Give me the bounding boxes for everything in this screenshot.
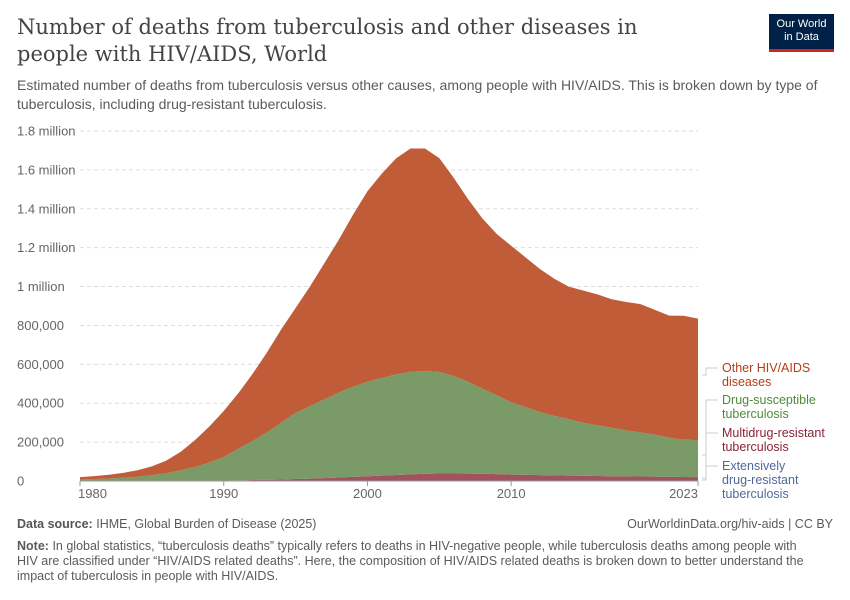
legend-connector bbox=[702, 465, 718, 481]
chart-title: Number of deaths from tuberculosis and o… bbox=[17, 15, 638, 66]
legend-connector bbox=[702, 367, 718, 376]
note-label: Note: bbox=[17, 539, 49, 553]
chart-subtitle: Estimated number of deaths from tubercul… bbox=[17, 77, 818, 112]
y-tick-label: 200,000 bbox=[17, 435, 64, 450]
note-text: In global statistics, “tuberculosis deat… bbox=[17, 539, 804, 583]
area-series-2 bbox=[80, 370, 698, 481]
x-tick-label: 2010 bbox=[497, 486, 526, 501]
note: Note: In global statistics, “tuberculosi… bbox=[17, 539, 817, 584]
x-tick-label: 2000 bbox=[353, 486, 382, 501]
y-tick-label: 1 million bbox=[17, 279, 65, 294]
x-tick-label: 1980 bbox=[78, 486, 107, 501]
legend-label: drug-resistant bbox=[722, 473, 799, 487]
logo-line1: Our World bbox=[776, 18, 827, 30]
legend-label: tuberculosis bbox=[722, 440, 789, 454]
x-tick-label: 1990 bbox=[209, 486, 238, 501]
legend-label: tuberculosis bbox=[722, 487, 789, 501]
y-tick-label: 800,000 bbox=[17, 318, 64, 333]
source-label: Data source: bbox=[17, 517, 93, 531]
owid-logo[interactable]: Our World in Data bbox=[769, 14, 834, 52]
legend-connector bbox=[702, 399, 718, 456]
y-tick-label: 1.2 million bbox=[17, 240, 76, 255]
y-tick-label: 1.6 million bbox=[17, 162, 76, 177]
y-tick-label: 400,000 bbox=[17, 396, 64, 411]
y-tick-label: 1.4 million bbox=[17, 201, 76, 216]
area-series-1 bbox=[80, 473, 698, 481]
y-tick-label: 1.8 million bbox=[17, 124, 76, 139]
legend-label: diseases bbox=[722, 375, 771, 389]
source-link[interactable]: OurWorldinData.org/hiv-aids | CC BY bbox=[627, 517, 833, 531]
legend-label: Extensively bbox=[722, 459, 786, 473]
x-tick-label: 2023 bbox=[669, 486, 698, 501]
logo-line2: in Data bbox=[784, 31, 819, 43]
legend-connector bbox=[702, 432, 718, 479]
source-text: IHME, Global Burden of Disease (2025) bbox=[96, 517, 317, 531]
legend-label: Other HIV/AIDS bbox=[722, 361, 810, 375]
legend-label: tuberculosis bbox=[722, 407, 789, 421]
legend-label: Multidrug-resistant bbox=[722, 426, 825, 440]
y-tick-label: 0 bbox=[17, 474, 24, 489]
area-series-3 bbox=[80, 148, 698, 480]
stacked-area-chart: 0 200,000 400,000 600,000 800,000 1 million 1.… bbox=[17, 124, 825, 502]
y-tick-label: 600,000 bbox=[17, 357, 64, 372]
legend-label: Drug-susceptible bbox=[722, 393, 816, 407]
